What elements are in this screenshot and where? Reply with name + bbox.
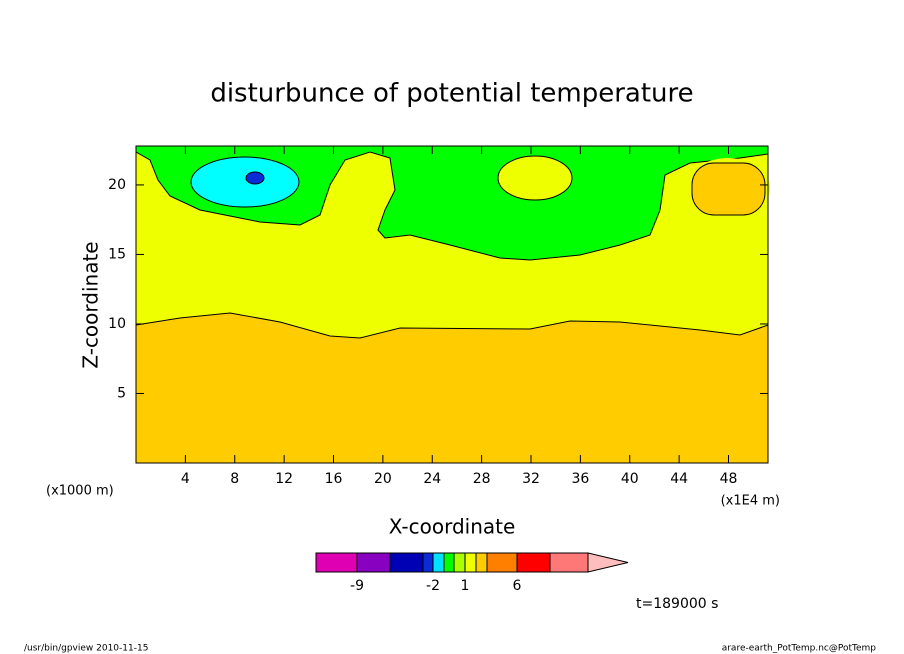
region [691, 162, 766, 216]
x-unit: (x1E4 m) [721, 494, 780, 509]
y-axis-label: Z-coordinate [79, 241, 103, 368]
colorbar-box [356, 552, 391, 573]
colorbar-box [389, 552, 424, 573]
x-tick-label: 48 [720, 471, 738, 487]
y-tick-label: 15 [108, 246, 126, 262]
colorbar-box [443, 552, 455, 573]
region [497, 155, 573, 201]
x-tick-label: 16 [325, 471, 343, 487]
y-tick-label: 5 [117, 385, 126, 401]
y-tick-label: 20 [108, 177, 126, 193]
x-tick-label: 8 [230, 471, 239, 487]
x-tick-label: 12 [275, 471, 293, 487]
colorbar-box [432, 552, 445, 573]
x-tick-label: 40 [621, 471, 639, 487]
colorbar-arrow [587, 552, 629, 573]
plot-frame [135, 145, 769, 464]
x-tick-label: 28 [473, 471, 491, 487]
x-tick-label: 36 [571, 471, 589, 487]
colorbar-box [549, 552, 589, 573]
colorbar-label: 1 [461, 578, 470, 594]
colorbar-box [315, 552, 358, 573]
chart-title: disturbunce of potential temperature [210, 79, 693, 109]
colorbar-label: -2 [426, 578, 440, 594]
x-tick-label: 20 [374, 471, 392, 487]
footer: arare-earth_PotTemp.nc@PotTemp [722, 644, 877, 654]
colorbar-box [464, 552, 477, 573]
time-label: t=189000 s [636, 596, 718, 612]
colorbar-box [422, 552, 434, 573]
x-axis-label: X-coordinate [389, 515, 516, 539]
region [190, 156, 300, 208]
x-tick-label: 4 [181, 471, 190, 487]
x-tick-label: 32 [522, 471, 540, 487]
colorbar-box [516, 552, 551, 573]
y-tick-label: 10 [108, 316, 126, 332]
colorbar-box [486, 552, 518, 573]
colorbar-box [475, 552, 488, 573]
colorbar-box [453, 552, 466, 573]
x-unit: (x1000 m) [46, 484, 114, 499]
region [245, 171, 265, 185]
x-tick-label: 44 [670, 471, 688, 487]
contour-field [135, 145, 770, 464]
colorbar-label: -9 [350, 578, 364, 594]
x-tick-label: 24 [423, 471, 441, 487]
footer: /usr/bin/gpview 2010-11-15 [24, 644, 148, 654]
colorbar-label: 6 [513, 578, 522, 594]
